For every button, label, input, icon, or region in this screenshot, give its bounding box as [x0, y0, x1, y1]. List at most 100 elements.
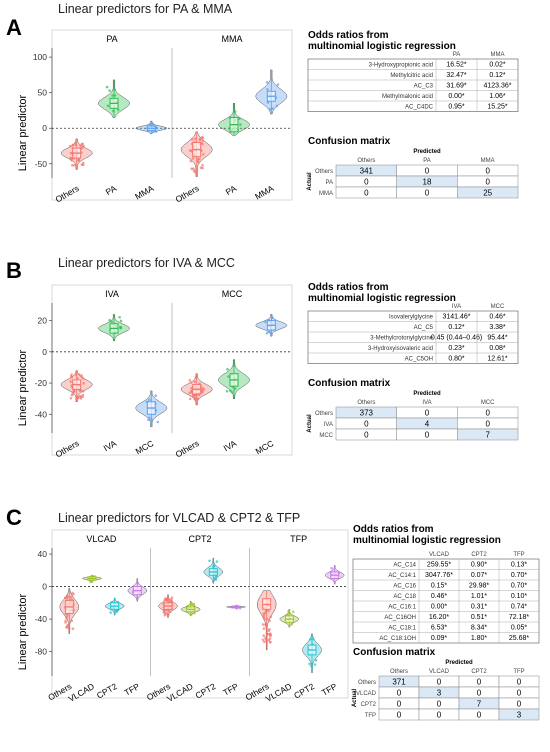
data-point — [69, 151, 73, 155]
data-point — [201, 163, 204, 167]
data-point — [265, 617, 269, 621]
odds-cell: 0.08* — [489, 345, 506, 352]
data-point — [309, 638, 312, 641]
odds-cell: 0.31* — [471, 604, 488, 611]
facet-label: MMA — [222, 34, 243, 44]
odds-row-label: AC_C5OH — [405, 357, 433, 363]
data-point — [188, 149, 192, 152]
actual-label: Actual — [307, 172, 313, 191]
data-point — [169, 600, 172, 603]
odds-col-header: VLCAD — [429, 552, 450, 558]
confusion-heading: Confusion matrix — [308, 136, 391, 147]
confusion-value: 0 — [397, 700, 402, 709]
data-point — [263, 640, 266, 644]
confusion-value: 0 — [485, 409, 490, 418]
odds-cell: 0.46* — [431, 593, 448, 600]
odds-cell: 8.34* — [471, 625, 488, 632]
odds-row-label: AC_C18:1OH — [379, 636, 416, 642]
data-point — [151, 122, 155, 126]
data-point — [154, 130, 158, 133]
data-point — [69, 595, 73, 599]
data-point — [191, 157, 195, 160]
data-point — [116, 108, 120, 112]
odds-col-header: IVA — [452, 304, 461, 310]
facet-label: VLCAD — [86, 534, 117, 544]
odds-cell: 0.80* — [448, 356, 465, 363]
data-point — [81, 142, 84, 146]
y-tick-label: 0 — [42, 123, 47, 133]
data-point — [71, 164, 74, 167]
predicted-label: Predicted — [413, 391, 441, 397]
y-tick-label: -80 — [35, 647, 48, 657]
panel-b: B Linear predictors for IVA & MCC Linear p… — [6, 256, 519, 459]
odds-cell: 0.07* — [471, 572, 488, 579]
odds-cell: 3141.46* — [442, 314, 470, 321]
data-point — [108, 89, 111, 92]
confusion-value: 0 — [485, 167, 490, 176]
odds-cell: 0.15* — [431, 583, 448, 590]
odds-cell: 1.01* — [471, 593, 488, 600]
confusion-value: 371 — [392, 678, 406, 687]
odds-col-header: PA — [453, 52, 461, 58]
data-point — [72, 164, 76, 167]
odds-cell: 32.47* — [446, 72, 467, 79]
confusion-value: 0 — [437, 678, 442, 687]
y-axis-label: Linear predictor — [17, 593, 29, 670]
data-point — [267, 609, 270, 613]
odds-row-label: 3-Methylcrotonylglycine — [370, 336, 433, 342]
odds-cell: 95.44* — [487, 335, 508, 342]
confusion-value: 3 — [517, 711, 522, 720]
data-point — [66, 594, 69, 598]
predicted-label: Predicted — [445, 660, 473, 666]
y-tick-label: 100 — [33, 52, 47, 62]
confusion-value: 25 — [483, 189, 492, 198]
data-point — [170, 596, 174, 599]
odds-heading-2: multinomial logistic regression — [308, 293, 456, 304]
confusion-value: 341 — [360, 167, 374, 176]
confusion-cell — [457, 428, 519, 441]
odds-cell: 0.00* — [448, 93, 465, 100]
data-point — [196, 160, 200, 163]
odds-cell: 0.51* — [471, 614, 488, 621]
data-point — [69, 145, 72, 148]
data-point — [71, 627, 75, 630]
data-point — [261, 638, 265, 642]
y-tick-label: -20 — [35, 378, 48, 388]
odds-table-frame — [307, 58, 519, 112]
odds-row-label: AC_C4DC — [405, 105, 434, 111]
data-point — [215, 560, 219, 563]
data-point — [268, 619, 271, 622]
data-point — [262, 634, 266, 637]
panel-c: C Linear predictors for VLCAD & CPT2 & TF… — [6, 505, 540, 721]
data-point — [268, 633, 271, 636]
x-tick-label: PA — [224, 183, 239, 197]
panel-a: A Linear predictors for PA & MMA Linear pr… — [6, 2, 519, 204]
data-point — [262, 612, 266, 615]
confusion-value: 0 — [485, 178, 490, 187]
odds-heading-2: multinomial logistic regression — [308, 41, 456, 52]
data-point — [275, 104, 279, 108]
confusion-value: 0 — [425, 431, 430, 440]
odds-cell: 1.80* — [471, 635, 488, 642]
odds-cell: 0.23* — [448, 345, 465, 352]
actual-label: Actual — [352, 689, 358, 708]
data-point — [147, 418, 150, 422]
data-point — [108, 318, 111, 322]
data-point — [269, 615, 273, 619]
data-point — [228, 389, 232, 392]
odds-row-label: AC_C18 — [393, 594, 416, 600]
data-point — [70, 619, 73, 623]
data-point — [202, 153, 205, 156]
data-point — [148, 398, 151, 402]
odds-col-header: MMA — [491, 52, 505, 58]
panel-letter: B — [6, 258, 22, 283]
data-point — [162, 611, 166, 614]
data-point — [196, 397, 200, 401]
data-point — [192, 169, 196, 172]
data-point — [82, 382, 85, 385]
odds-heading-2: multinomial logistic regression — [353, 535, 501, 546]
data-point — [264, 320, 267, 324]
odds-row-label: AC_C14 — [393, 563, 416, 569]
confusion-value: 3 — [437, 689, 442, 698]
data-point — [192, 603, 196, 607]
